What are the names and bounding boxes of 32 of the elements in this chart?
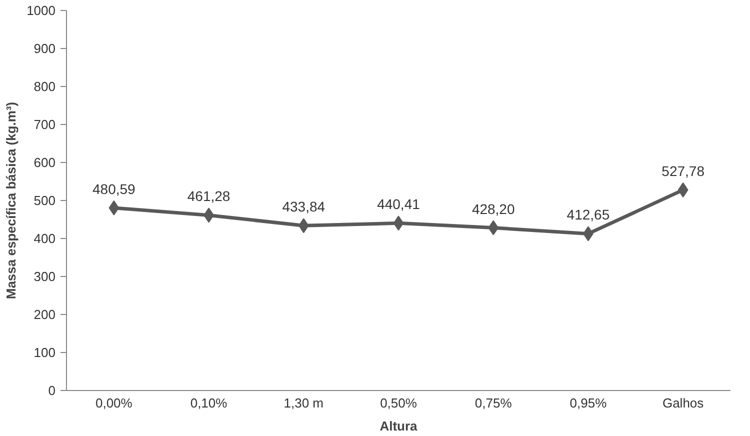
y-tick-label: 900 xyxy=(34,41,56,56)
y-tick-label: 400 xyxy=(34,231,56,246)
y-tick-label: 600 xyxy=(34,155,56,170)
point xyxy=(108,200,120,216)
y-tick-label: 500 xyxy=(34,193,56,208)
data-label: 412,65 xyxy=(566,206,610,223)
x-tick-label: 0,00% xyxy=(96,396,133,410)
point xyxy=(393,216,404,231)
point xyxy=(678,182,688,198)
data-label: 428,20 xyxy=(472,200,515,217)
x-tick-label: 1,30 m xyxy=(284,396,324,410)
x-tick-label: 0,50% xyxy=(380,396,418,410)
y-tick-label: 300 xyxy=(34,269,56,284)
y-tick-label: 700 xyxy=(34,117,56,132)
y-tick-label: 200 xyxy=(34,307,56,322)
data-label: 440,41 xyxy=(377,196,420,212)
data-label: 461,28 xyxy=(187,188,230,204)
x-tick-label: 0,75% xyxy=(474,396,512,410)
point xyxy=(488,220,499,236)
y-tick-label: 800 xyxy=(34,79,56,94)
data-label: 527,78 xyxy=(662,162,705,179)
y-tick-label: 0 xyxy=(48,383,56,398)
y-tick-label: 1000 xyxy=(26,3,56,18)
x-tick-label: Galhos xyxy=(662,396,704,410)
point xyxy=(298,218,309,234)
x-tick-label: 0,95% xyxy=(570,396,608,410)
x-tick-label: 0,10% xyxy=(190,396,228,410)
data-label: 480,59 xyxy=(92,180,136,197)
y-tick-label: 100 xyxy=(34,345,56,360)
y-axis-title: Massa específica básica (kg.m³) xyxy=(4,102,19,300)
data-label: 433,84 xyxy=(282,198,326,215)
x-axis-title: Altura xyxy=(380,418,418,434)
